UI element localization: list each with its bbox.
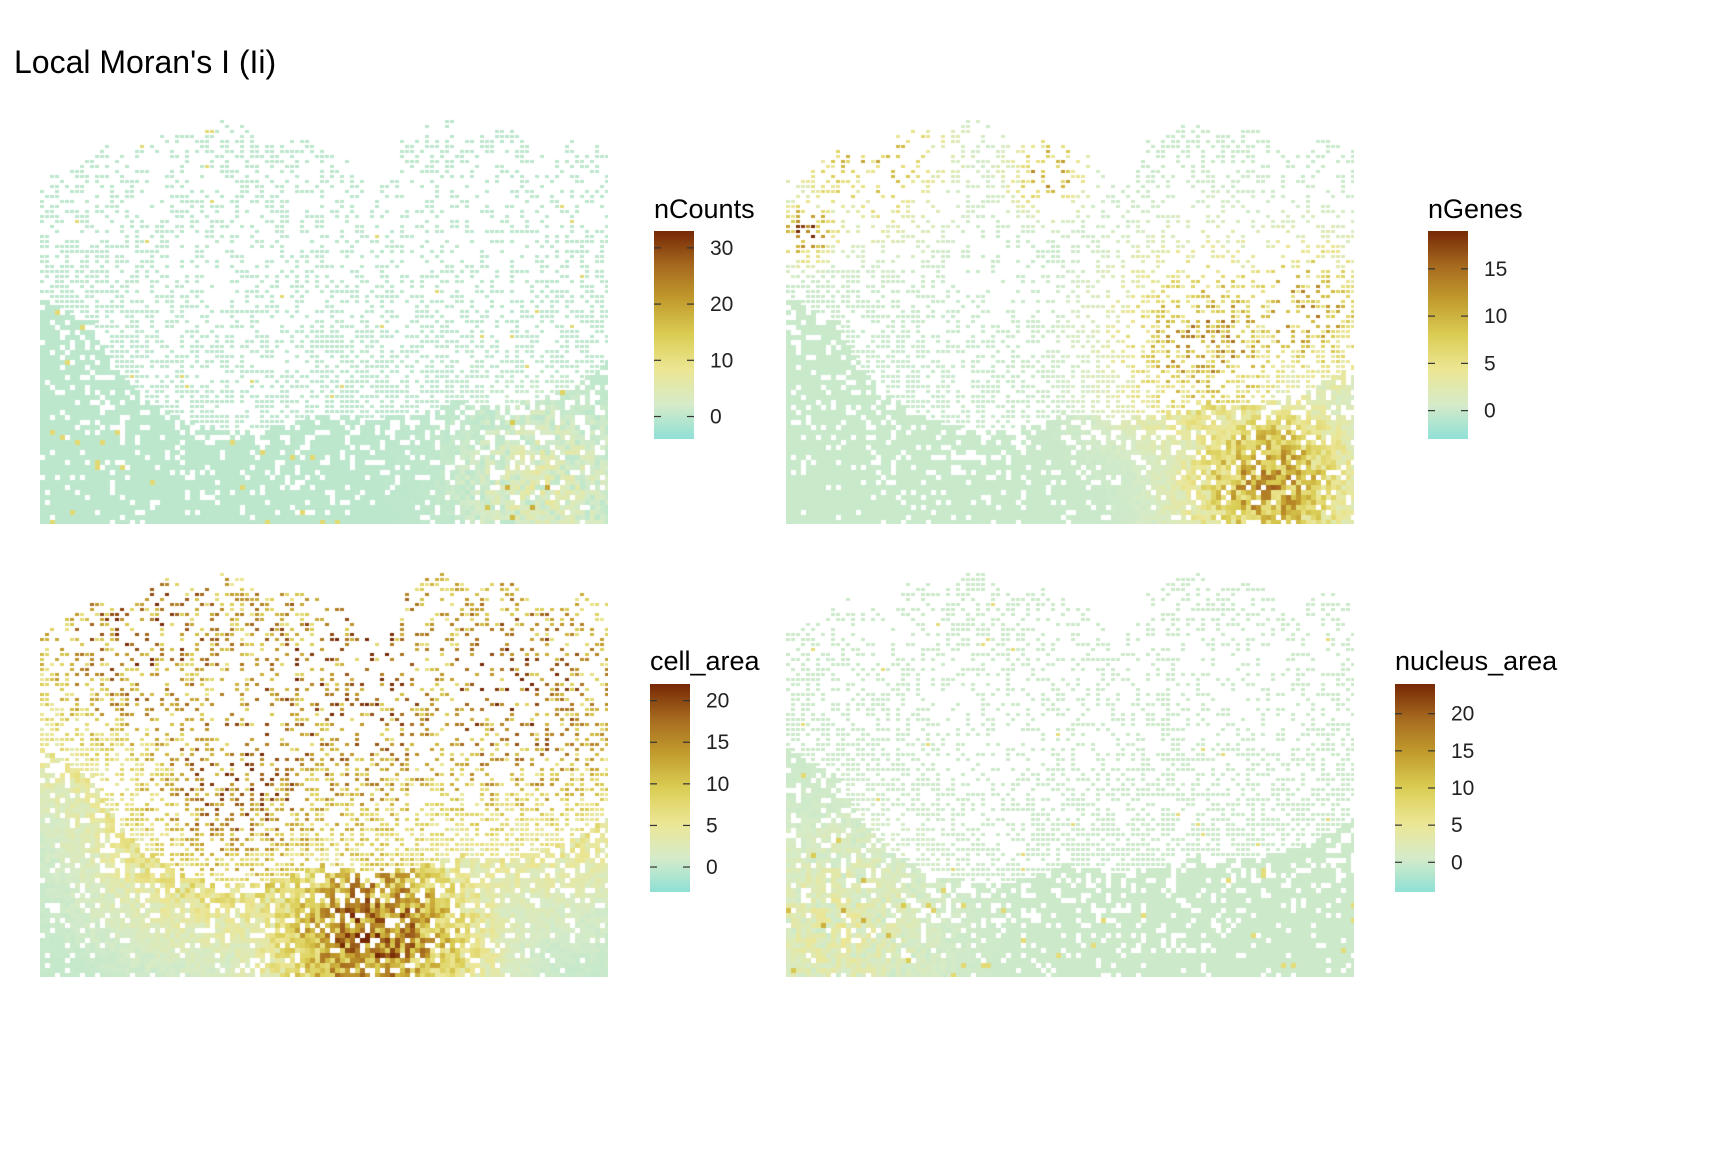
colorbar-tick-label: 0 bbox=[710, 406, 722, 429]
heatmap-cell-area bbox=[40, 563, 608, 977]
colorbar-tick-label: 20 bbox=[706, 690, 729, 713]
colorbar-gradient bbox=[1428, 231, 1468, 439]
colorbar-tick-label: 15 bbox=[1451, 740, 1474, 763]
chart-title: Local Moran's I (Ii) bbox=[14, 44, 277, 80]
colorbar-tick-label: 5 bbox=[1484, 352, 1496, 375]
colorbar-tick-label: 0 bbox=[1451, 851, 1463, 874]
colorbar-cell-area: 0 5 10 15 20 bbox=[650, 684, 729, 892]
heatmap-ncounts bbox=[40, 110, 608, 524]
colorbar-ncounts: 0 10 20 30 bbox=[654, 231, 733, 439]
colorbar-tick-label: 10 bbox=[1484, 305, 1507, 328]
colorbar-gradient bbox=[650, 684, 690, 892]
colorbar-tick-label: 20 bbox=[1451, 703, 1474, 726]
colorbar-tick-label: 5 bbox=[1451, 814, 1463, 837]
colorbar-tick-label: 20 bbox=[710, 293, 733, 316]
legend-title-nucleus-area: nucleus_area bbox=[1395, 646, 1558, 676]
colorbar-ngenes: 0 5 10 15 bbox=[1428, 231, 1507, 439]
colorbar-tick-label: 10 bbox=[706, 773, 729, 796]
legend-title-cell-area: cell_area bbox=[650, 646, 760, 676]
heatmap-ngenes bbox=[786, 110, 1354, 524]
colorbar-tick-label: 10 bbox=[1451, 777, 1474, 800]
legend-title-ngenes: nGenes bbox=[1428, 194, 1523, 224]
colorbar-tick-label: 15 bbox=[1484, 258, 1507, 281]
colorbar-nucleus-area: 0 5 10 15 20 bbox=[1395, 684, 1474, 892]
colorbar-tick-label: 5 bbox=[706, 814, 718, 837]
colorbar-tick-label: 10 bbox=[710, 349, 733, 372]
colorbar-gradient bbox=[654, 231, 694, 439]
colorbar-tick-label: 30 bbox=[710, 237, 733, 260]
heatmap-nucleus-area bbox=[786, 563, 1354, 977]
colorbar-tick-label: 0 bbox=[1484, 400, 1496, 423]
legend-title-ncounts: nCounts bbox=[654, 194, 755, 224]
colorbar-tick-label: 0 bbox=[706, 856, 718, 879]
colorbar-tick-label: 15 bbox=[706, 731, 729, 754]
